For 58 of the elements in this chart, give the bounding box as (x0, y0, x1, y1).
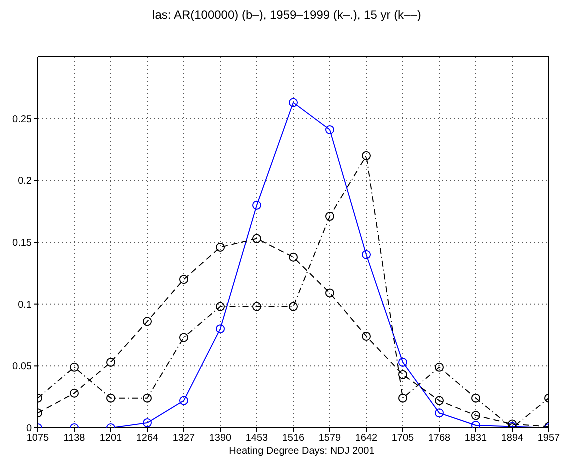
point (398, 358, 408, 367)
x-tick-label: 1957 (538, 433, 561, 444)
y-tick-label: 0.05 (12, 362, 32, 373)
point (326, 288, 334, 298)
point (180, 396, 188, 406)
x-tick-label: 1516 (282, 433, 306, 444)
x-tick-label: 1831 (464, 433, 488, 444)
point (216, 302, 225, 312)
point (289, 252, 298, 262)
point (106, 394, 116, 403)
point (143, 317, 152, 326)
point (106, 358, 116, 367)
x-tick-label: 1327 (172, 433, 196, 444)
x-tick-label: 1768 (428, 433, 452, 444)
point (362, 151, 371, 160)
x-tick-label: 1264 (136, 433, 160, 444)
x-tick-label: 1201 (100, 433, 123, 444)
point (398, 394, 408, 403)
chart-title: las: AR(100000) (b–), 1959–1999 (k–.), 15 yr (k––) (152, 8, 422, 24)
x-axis-title: Heating Degree Days: NDJ 2001 (228, 446, 376, 457)
point (289, 302, 298, 312)
point (472, 394, 480, 403)
point (70, 362, 79, 372)
x-tick-label: 1390 (209, 433, 232, 444)
x-tick-label: 1453 (246, 433, 269, 444)
point (326, 212, 334, 222)
y-tick-label: 0.15 (12, 238, 32, 250)
point (252, 234, 262, 244)
point (143, 394, 152, 403)
point (143, 418, 152, 428)
point (252, 302, 262, 312)
x-tick-label: 1705 (392, 433, 415, 444)
point (362, 332, 371, 341)
y-tick-label: 0 (26, 424, 32, 435)
point (398, 370, 408, 380)
point (435, 362, 444, 372)
point (362, 250, 371, 260)
point (435, 396, 444, 406)
y-tick-label: 0.2 (18, 176, 32, 188)
x-tick-label: 1642 (355, 433, 378, 444)
point (252, 200, 262, 210)
point (216, 324, 225, 334)
x-tick-label: 1579 (318, 433, 342, 444)
point (216, 242, 225, 252)
point (435, 408, 444, 418)
point (70, 388, 79, 398)
y-tick-label: 0.25 (12, 114, 32, 126)
y-tick-label: 0.1 (18, 300, 32, 311)
point (326, 125, 334, 134)
point (289, 98, 298, 108)
x-tick-label: 1075 (26, 433, 50, 444)
point (180, 333, 188, 342)
point (508, 420, 517, 428)
point (472, 411, 480, 420)
x-tick-label: 1894 (501, 433, 524, 444)
point (180, 275, 188, 284)
point (472, 421, 480, 428)
x-tick-label: 1138 (64, 433, 86, 444)
